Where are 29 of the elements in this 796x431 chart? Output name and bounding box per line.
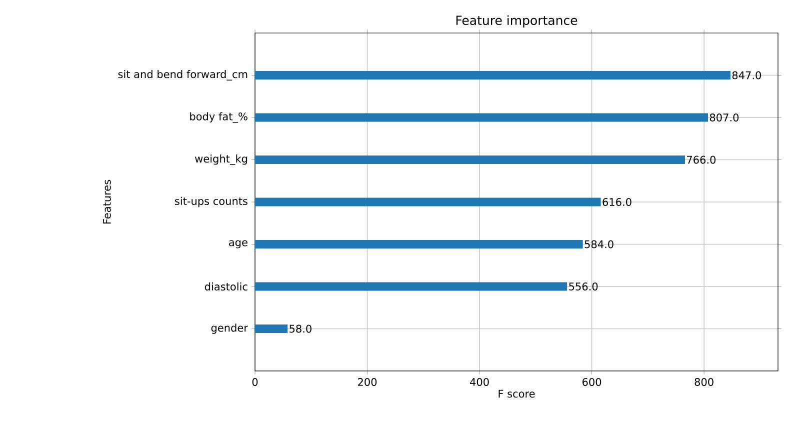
data-label: 807.0 bbox=[710, 114, 739, 122]
data-label: 616.0 bbox=[602, 198, 632, 206]
bar bbox=[255, 282, 568, 291]
y-tick-label: age bbox=[229, 240, 248, 248]
x-tick-label: 200 bbox=[358, 378, 377, 386]
y-tick-label: weight_kg bbox=[195, 154, 248, 165]
data-label: 847.0 bbox=[732, 71, 761, 80]
bar bbox=[255, 71, 730, 80]
data-label: 584.0 bbox=[584, 240, 614, 248]
y-tick-label: gender bbox=[211, 324, 248, 334]
data-label: 766.0 bbox=[687, 156, 716, 164]
y-tick-label: sit-ups counts bbox=[175, 196, 248, 208]
x-axis-title: F score bbox=[498, 390, 535, 398]
x-tick-label: 600 bbox=[582, 378, 602, 386]
x-tick-label: 800 bbox=[694, 378, 714, 386]
bar bbox=[255, 240, 583, 248]
bar bbox=[255, 324, 288, 333]
y-axis-title: Features bbox=[103, 180, 111, 224]
bar bbox=[255, 156, 685, 164]
data-label: 556.0 bbox=[569, 282, 598, 290]
x-tick-label: 400 bbox=[470, 378, 489, 386]
data-label: 58.0 bbox=[290, 324, 312, 333]
bar bbox=[255, 113, 708, 122]
y-tick-label: body fat_% bbox=[190, 112, 248, 123]
bar bbox=[255, 198, 601, 206]
y-tick-label: sit and bend forward_cm bbox=[118, 70, 248, 80]
y-tick-label: diastolic bbox=[204, 282, 248, 291]
x-tick-label: 0 bbox=[252, 378, 258, 386]
chart-title: Feature importance bbox=[456, 15, 578, 28]
